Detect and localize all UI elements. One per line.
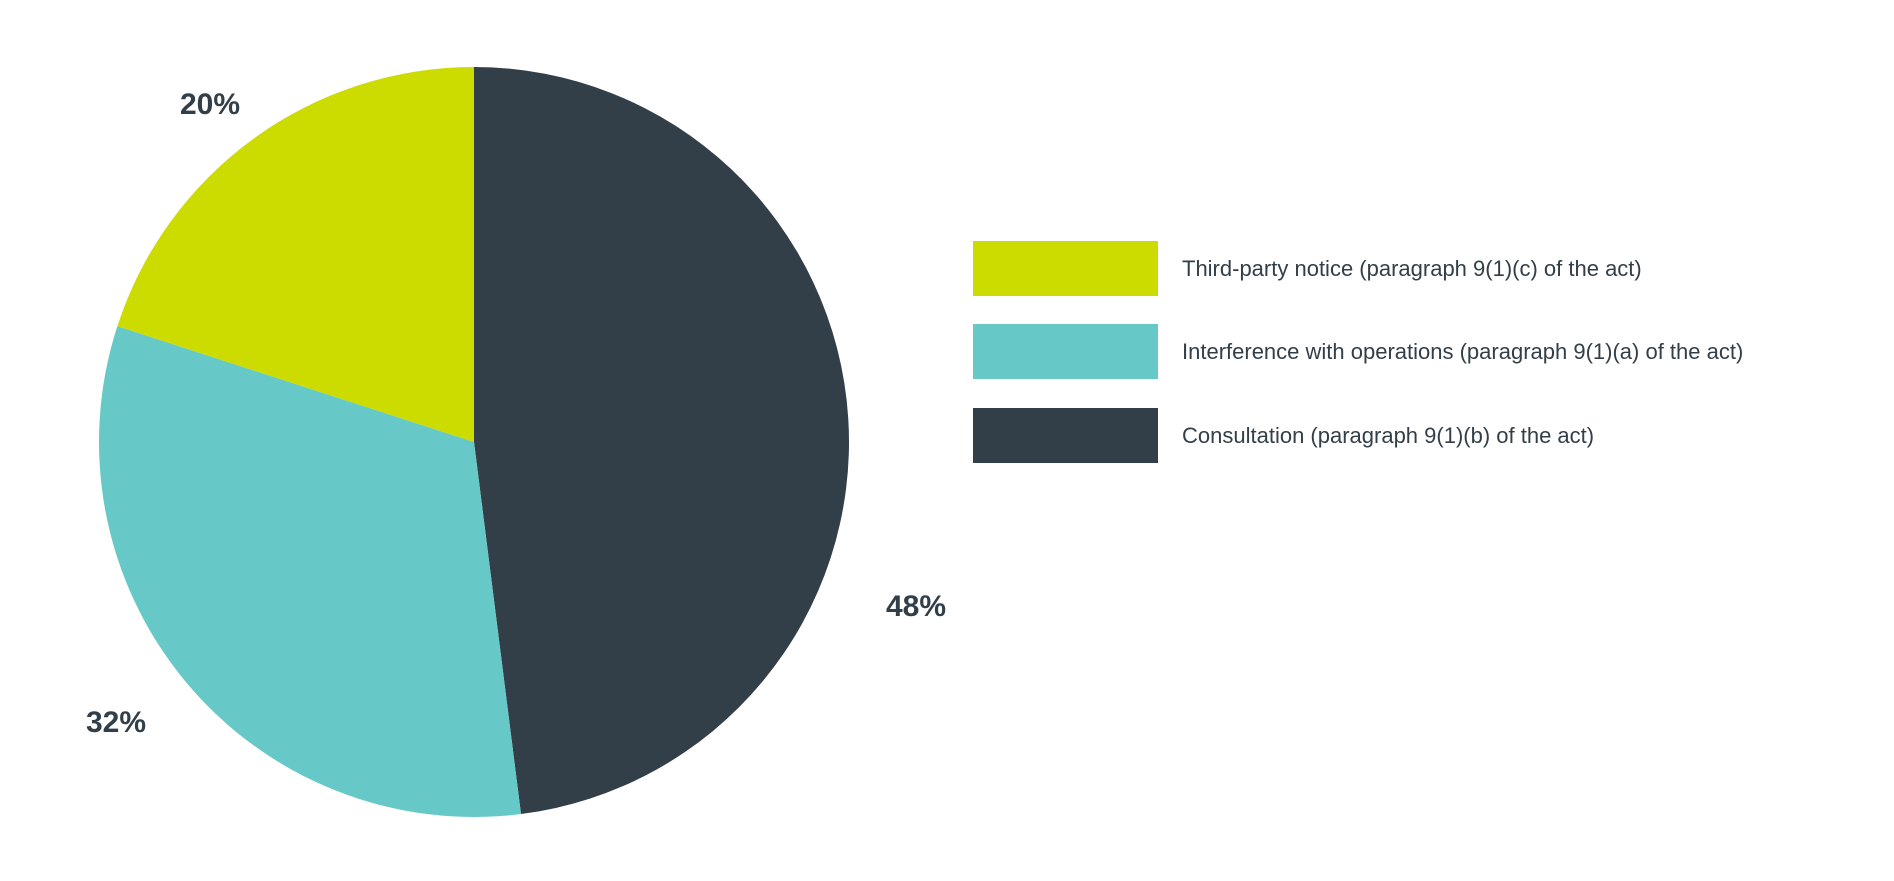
legend-swatch [973, 324, 1158, 379]
legend-item: Consultation (paragraph 9(1)(b) of the a… [973, 408, 1594, 463]
data-label: 48% [886, 590, 946, 623]
legend-swatch [973, 408, 1158, 463]
legend-label: Consultation (paragraph 9(1)(b) of the a… [1182, 422, 1595, 448]
pie-slice [98, 326, 521, 818]
legend-swatch [973, 241, 1158, 296]
legend-item: Interference with operations (paragraph … [973, 324, 1743, 379]
pie-slice [474, 67, 850, 815]
data-label: 20% [180, 88, 240, 121]
legend-label: Interference with operations (paragraph … [1182, 338, 1744, 364]
legend-item: Third-party notice (paragraph 9(1)(c) of… [973, 241, 1642, 296]
legend-label: Third-party notice (paragraph 9(1)(c) of… [1182, 255, 1642, 281]
data-label: 32% [86, 706, 146, 739]
pie-slice [117, 67, 474, 442]
